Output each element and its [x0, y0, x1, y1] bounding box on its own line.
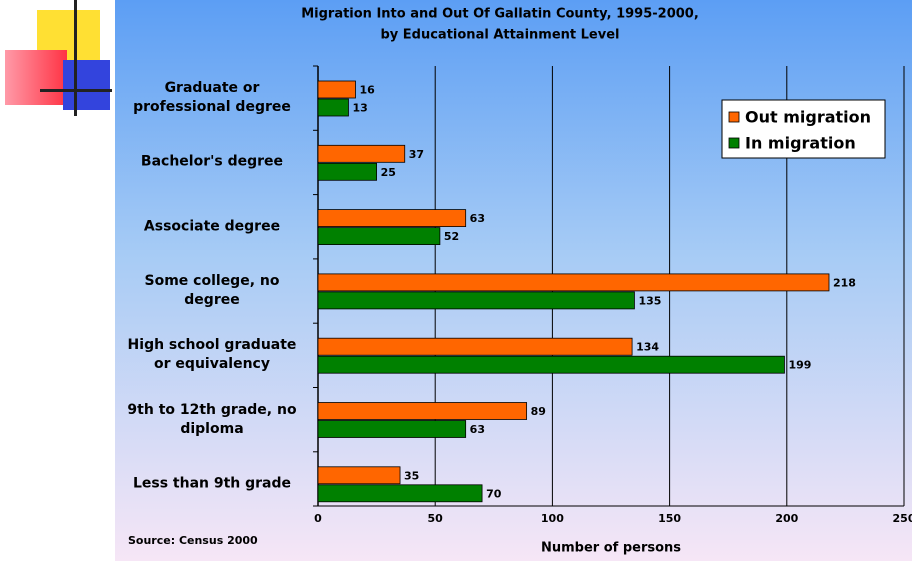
- x-tick-label: 200: [775, 512, 798, 525]
- data-label: 70: [486, 487, 502, 500]
- bar: [317, 80, 356, 99]
- x-tick-label: 250: [893, 512, 912, 525]
- data-label: 134: [636, 341, 659, 354]
- x-tick-label: 0: [314, 512, 322, 525]
- source-note: Source: Census 2000: [128, 534, 258, 547]
- bar: [317, 162, 377, 181]
- y-tick-label: High school graduate or equivalency: [127, 337, 297, 373]
- y-tick-label: Graduate or professional degree: [133, 80, 291, 115]
- data-label: 37: [409, 148, 424, 161]
- chart-subtitle: by Educational Attainment Level: [380, 28, 619, 43]
- y-tick-label: Associate degree: [143, 218, 281, 235]
- bar: [317, 484, 483, 503]
- data-label: 63: [470, 212, 485, 225]
- y-tick-label: 9th to 12th grade, no diploma: [127, 401, 297, 437]
- y-tick-label: Bachelor's degree: [140, 153, 284, 170]
- y-tick-label: Less than 9th grade: [132, 475, 292, 492]
- deco-blue: [63, 60, 110, 110]
- data-label: 63: [470, 423, 485, 436]
- x-tick-label: 50: [428, 512, 444, 525]
- bar: [317, 420, 467, 438]
- x-axis-label: Number of persons: [541, 541, 681, 556]
- bar: [317, 337, 633, 356]
- legend-swatch: [728, 137, 740, 149]
- data-label: 218: [833, 276, 856, 289]
- data-label: 35: [404, 469, 419, 482]
- deco-hline: [40, 89, 112, 92]
- data-label: 199: [788, 359, 811, 372]
- x-tick-label: 150: [658, 512, 681, 525]
- bar: [317, 227, 441, 246]
- data-label: 13: [352, 102, 367, 115]
- legend-label: Out migration: [745, 108, 871, 127]
- bar: [317, 402, 528, 420]
- data-label: 135: [638, 294, 661, 307]
- data-label: 25: [381, 166, 396, 179]
- legend-swatch: [728, 111, 740, 123]
- chart-title: Migration Into and Out Of Gallatin Count…: [301, 7, 699, 22]
- y-tick-label: Some college, no degree: [144, 272, 280, 308]
- bar: [317, 355, 785, 374]
- data-label: 16: [360, 84, 376, 97]
- bar: [317, 291, 635, 310]
- data-label: 89: [531, 405, 546, 418]
- bar: [317, 98, 349, 117]
- deco-vline: [74, 0, 77, 116]
- legend-box: [721, 99, 886, 159]
- data-label: 52: [444, 230, 459, 243]
- bar: [317, 273, 830, 292]
- bar: [317, 144, 406, 163]
- bar: [317, 209, 467, 228]
- bar: [317, 466, 401, 485]
- deco-red: [5, 50, 67, 105]
- x-tick-label: 100: [541, 512, 564, 525]
- legend-label: In migration: [745, 134, 856, 153]
